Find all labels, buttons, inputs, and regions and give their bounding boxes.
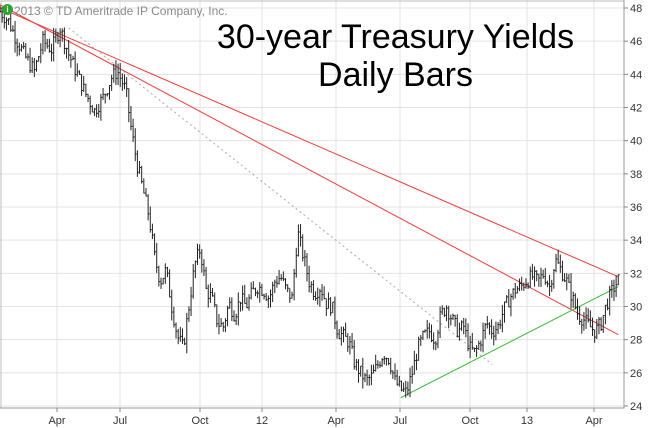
resistance-trendline (0, 7, 619, 278)
y-tick-label: 38 (630, 169, 642, 181)
x-tick-label: Apr (48, 415, 65, 427)
support-trendline (400, 286, 619, 399)
dotted-trendline (68, 27, 493, 365)
y-tick-label: 44 (630, 69, 642, 81)
horizontal-gridlines (0, 7, 624, 407)
y-tick-label: 40 (630, 136, 642, 148)
y-tick-label: 30 (630, 302, 642, 314)
chart-title-line1: 30-year Treasury Yields (216, 18, 575, 56)
x-axis-labels: Apr Jul Oct 12 Apr Jul Oct 13 Apr (48, 408, 603, 427)
x-tick-label: Apr (585, 415, 602, 427)
x-tick-label: Oct (461, 415, 478, 427)
y-axis-labels: 24 26 28 30 32 34 36 38 40 42 44 46 48 (624, 3, 642, 413)
y-tick-label: 32 (630, 268, 642, 280)
y-tick-label: 24 (630, 401, 642, 413)
copyright-text: 2013 © TD Ameritrade IP Company, Inc. (14, 4, 228, 18)
y-tick-label: 26 (630, 368, 642, 380)
chart-title: 30-year Treasury Yields Daily Bars (198, 18, 593, 94)
y-tick-label: 34 (630, 235, 642, 247)
y-tick-label: 48 (630, 3, 642, 15)
x-tick-label: Oct (191, 415, 208, 427)
y-tick-label: 28 (630, 335, 642, 347)
x-tick-label: Jul (393, 415, 407, 427)
resistance-trendline (0, 4, 619, 336)
price-bars (0, 5, 620, 398)
x-tick-label: 13 (521, 415, 533, 427)
chart-title-line2: Daily Bars (318, 56, 473, 94)
y-tick-label: 46 (630, 36, 642, 48)
x-tick-label: Jul (113, 415, 127, 427)
trendlines (0, 4, 619, 399)
y-tick-label: 42 (630, 103, 642, 115)
x-tick-label: 12 (256, 415, 268, 427)
y-tick-label: 36 (630, 202, 642, 214)
x-tick-label: Apr (327, 415, 344, 427)
info-icon[interactable]: i (2, 4, 13, 15)
